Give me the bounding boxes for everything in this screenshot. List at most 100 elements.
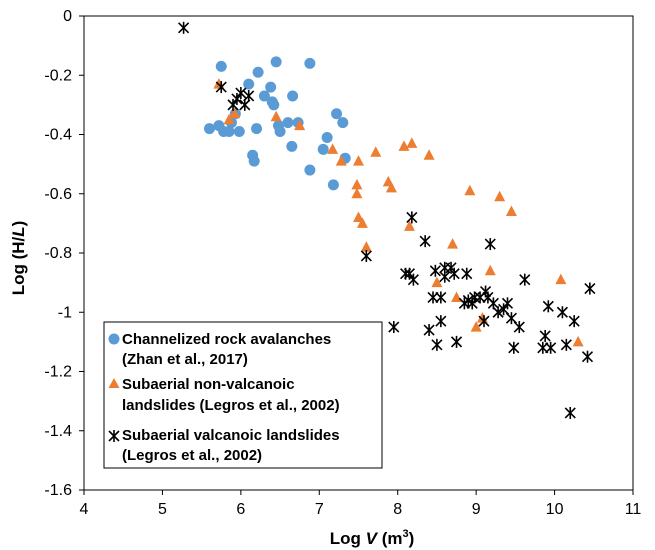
data-point-star (439, 261, 451, 274)
x-tick-label: 8 (393, 501, 402, 518)
data-point-triangle (335, 155, 347, 166)
data-point-star (388, 321, 400, 334)
x-tick-label: 6 (236, 501, 245, 518)
data-point-triangle (572, 335, 584, 347)
data-point-triangle (464, 184, 476, 196)
data-point-triangle (406, 137, 418, 148)
legend-label-3a: Subaerial valcanoic landslides (122, 427, 340, 444)
data-point-star (448, 267, 460, 280)
data-point-triangle (370, 146, 382, 157)
data-point-star (560, 338, 572, 351)
y-tick-label: -0.2 (44, 67, 72, 84)
data-point-star (360, 249, 372, 262)
y-tick-label: -1.6 (44, 482, 72, 499)
data-point-star (478, 315, 490, 328)
y-tick-label: -0.6 (44, 186, 72, 203)
data-point-star (513, 321, 525, 334)
x-tick-label: 10 (546, 501, 564, 518)
legend-label-3b: (Legros et al., 2002) (122, 447, 262, 464)
data-point-circle (304, 57, 316, 69)
data-point-circle (233, 126, 245, 138)
data-point-triangle (353, 211, 364, 222)
data-point-star (556, 306, 568, 319)
y-tick-label: -1.4 (44, 423, 72, 440)
data-point-star (215, 81, 227, 94)
data-point-star (469, 291, 481, 304)
data-point-circle (337, 117, 349, 129)
data-points (178, 21, 596, 419)
data-point-star (429, 264, 441, 277)
data-point-triangle (294, 119, 306, 131)
legend-marker-circle (108, 333, 120, 345)
data-point-triangle (356, 217, 368, 228)
data-point-triangle (223, 113, 235, 125)
data-point-circle (251, 123, 263, 135)
data-point-circle (327, 179, 339, 191)
data-point-circle (282, 117, 294, 129)
data-point-circle (287, 90, 299, 102)
data-point-star (461, 267, 473, 280)
data-point-triangle (476, 312, 488, 323)
data-point-star (178, 21, 190, 34)
legend-marker-triangle (108, 378, 120, 388)
data-point-star (423, 324, 435, 337)
data-point-star (537, 341, 549, 354)
data-point-circle (215, 60, 227, 72)
data-point-triangle (327, 143, 339, 154)
data-point-star (435, 315, 447, 328)
data-point-circle (258, 90, 270, 102)
x-axis-title: Log V (m3) (330, 528, 415, 548)
data-point-star (492, 306, 504, 319)
legend-marker-star (108, 430, 120, 442)
data-point-triangle (447, 238, 459, 249)
data-point-triangle (484, 264, 496, 276)
x-tick-label: 9 (472, 501, 481, 518)
data-point-star (235, 87, 247, 100)
data-point-star (243, 89, 255, 102)
data-point-star (435, 291, 447, 304)
data-point-triangle (213, 78, 225, 89)
data-point-circle (243, 78, 255, 90)
x-tick-label: 5 (158, 501, 167, 518)
data-point-circle (317, 143, 329, 155)
data-point-circle (223, 126, 235, 138)
data-point-triangle (229, 107, 241, 119)
x-tick-label: 7 (315, 501, 324, 518)
data-point-triangle (470, 321, 482, 332)
data-point-triangle (351, 187, 363, 199)
data-point-triangle (505, 205, 517, 217)
data-point-star (545, 341, 557, 354)
y-tick-label: -0.4 (44, 127, 72, 144)
legend-label-1b: (Zhan et al., 2017) (122, 351, 248, 368)
y-tick-label: -1 (58, 304, 72, 321)
data-point-star (419, 235, 431, 248)
data-point-star (568, 315, 580, 328)
data-point-triangle (403, 220, 415, 231)
data-point-triangle (494, 190, 506, 202)
legend-label-1a: Channelized rock avalanches (122, 331, 331, 348)
tick-labels: 4 5 6 7 8 9 10 11 0 -0.2 -0.4 -0.6 -0.8 -1 -1.2 -1.4 -1.… (44, 8, 641, 518)
data-point-triangle (360, 241, 372, 252)
data-point-triangle (423, 149, 435, 160)
data-point-circle (265, 81, 277, 93)
data-point-star (431, 338, 443, 351)
data-point-star (508, 341, 520, 354)
data-point-circle (321, 131, 333, 143)
data-point-star (542, 300, 554, 313)
data-point-star (564, 406, 576, 419)
data-point-star (505, 312, 518, 325)
data-point-circle (248, 155, 260, 167)
data-point-circle (268, 99, 280, 111)
legend: Channelized rock avalanches (Zhan et al.… (103, 321, 383, 469)
data-point-triangle (555, 273, 567, 285)
data-point-star (484, 238, 496, 251)
legend-box (103, 321, 383, 469)
data-point-circle (286, 140, 298, 152)
data-point-star (581, 350, 594, 363)
data-point-triangle (270, 110, 282, 122)
data-point-star (519, 273, 531, 286)
axes (79, 15, 634, 495)
data-point-star (407, 273, 419, 286)
y-axis-title: Log (H/L) (9, 221, 28, 296)
x-tick-label: 11 (625, 501, 642, 518)
